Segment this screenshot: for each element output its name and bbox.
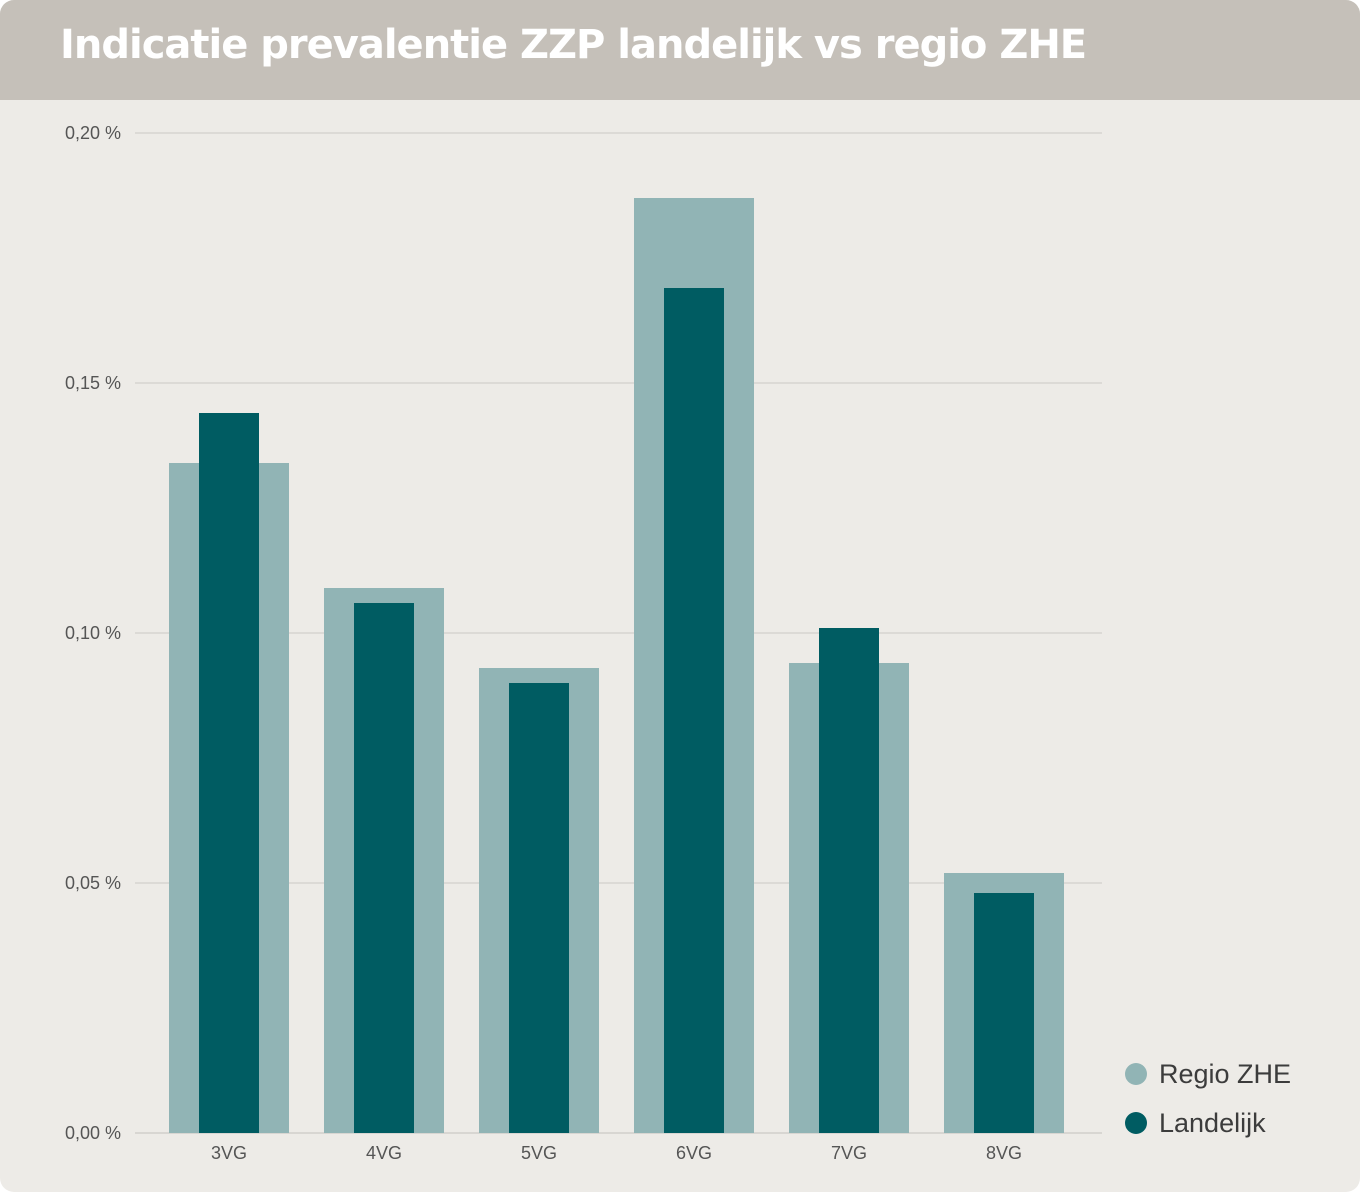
bar-landelijk-4vg: [354, 603, 414, 1133]
x-axis-labels: 3VG 4VG 5VG 6VG 7VG 8VG: [211, 1143, 1022, 1163]
bar-landelijk-5vg: [509, 683, 569, 1133]
x-tick-label: 7VG: [831, 1143, 867, 1163]
y-tick-label: 0,05 %: [65, 873, 121, 893]
x-tick-label: 4VG: [366, 1143, 402, 1163]
bar-landelijk-6vg: [664, 288, 724, 1133]
y-tick-label: 0,10 %: [65, 623, 121, 643]
legend: Regio ZHE Landelijk: [1125, 1056, 1291, 1154]
chart-title: Indicatie prevalentie ZZP landelijk vs r…: [60, 22, 1087, 68]
bar-landelijk-8vg: [974, 893, 1034, 1133]
legend-item-landelijk: Landelijk: [1125, 1105, 1291, 1141]
x-tick-label: 3VG: [211, 1143, 247, 1163]
gridlines: [135, 132, 1102, 1134]
y-tick-label: 0,00 %: [65, 1123, 121, 1143]
legend-item-regio: Regio ZHE: [1125, 1056, 1291, 1092]
legend-label-landelijk: Landelijk: [1159, 1107, 1266, 1138]
y-axis-ticks: 0,00 % 0,05 % 0,10 % 0,15 % 0,20 %: [65, 123, 121, 1143]
x-tick-label: 6VG: [676, 1143, 712, 1163]
legend-swatch-landelijk: [1125, 1112, 1147, 1134]
y-tick-label: 0,20 %: [65, 123, 121, 143]
x-tick-label: 5VG: [521, 1143, 557, 1163]
y-tick-label: 0,15 %: [65, 373, 121, 393]
legend-label-regio: Regio ZHE: [1159, 1058, 1292, 1089]
legend-swatch-regio: [1125, 1063, 1147, 1085]
x-tick-label: 8VG: [986, 1143, 1022, 1163]
bars: [169, 198, 1064, 1133]
bar-landelijk-7vg: [819, 628, 879, 1133]
chart-header: Indicatie prevalentie ZZP landelijk vs r…: [0, 0, 1360, 100]
bar-landelijk-3vg: [199, 413, 259, 1133]
